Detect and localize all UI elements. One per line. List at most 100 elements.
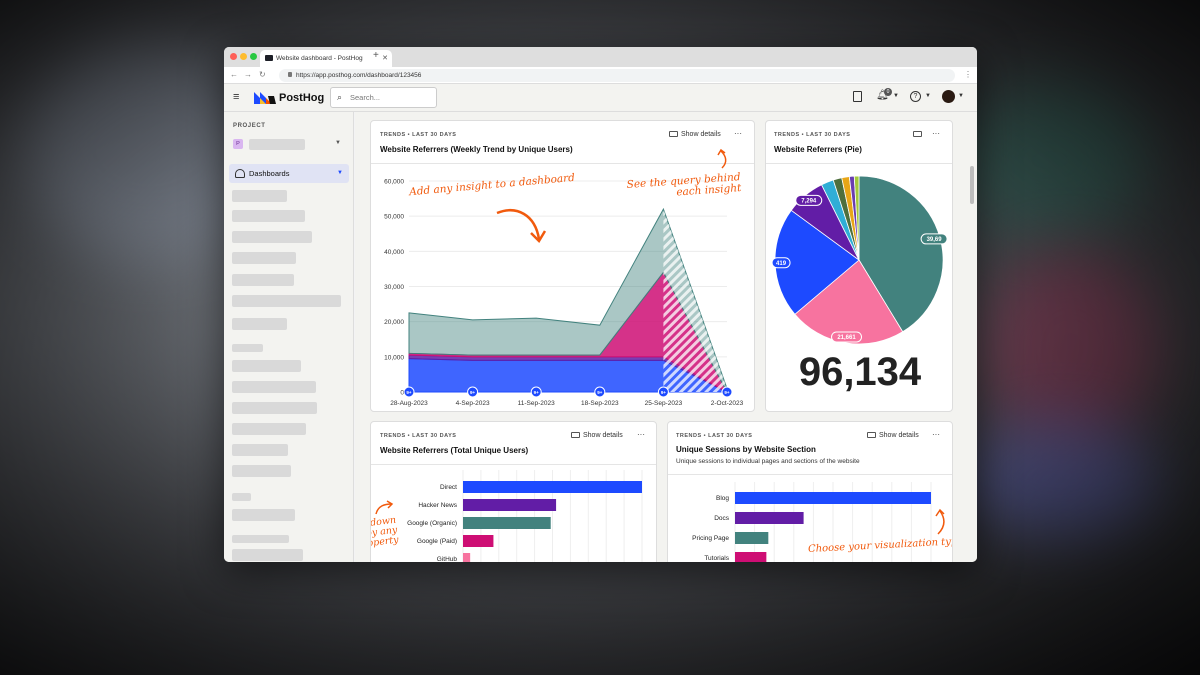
bar-category-label: Hacker News	[418, 502, 457, 509]
show-details-button[interactable]	[913, 131, 925, 138]
sidebar-item-placeholder[interactable]	[232, 509, 295, 521]
show-details-button[interactable]: Show details	[867, 432, 919, 439]
sidebar-item-placeholder[interactable]	[232, 549, 303, 561]
browser-menu-icon[interactable]: ⋮	[964, 70, 972, 79]
project-label: PROJECT	[233, 123, 266, 129]
close-window-dot[interactable]	[230, 53, 237, 60]
chevron-down-icon: ▼	[337, 170, 343, 176]
new-tab-icon[interactable]: +	[373, 50, 379, 61]
card-subtitle: Unique sessions to individual pages and …	[676, 458, 860, 465]
details-icon	[669, 131, 678, 137]
point-badge	[467, 386, 479, 398]
notebook-icon[interactable]	[853, 91, 862, 102]
curved-arrow-icon	[717, 148, 727, 169]
y-tick-label: 40,000	[384, 249, 404, 256]
x-tick-label: 28-Aug-2023	[390, 400, 428, 407]
sidebar-item-placeholder[interactable]	[232, 360, 301, 372]
project-name-placeholder[interactable]	[249, 139, 305, 150]
sidebar-item-placeholder[interactable]	[232, 231, 312, 243]
back-icon[interactable]: ←	[230, 70, 238, 79]
sidebar-item-placeholder[interactable]	[232, 318, 287, 330]
card-divider	[371, 464, 656, 465]
show-details-label: Show details	[879, 432, 919, 439]
sidebar-item-placeholder[interactable]	[232, 252, 296, 264]
sidebar-item-placeholder[interactable]	[232, 381, 316, 393]
chevron-down-icon[interactable]: ▼	[925, 93, 931, 99]
minimize-window-dot[interactable]	[240, 53, 247, 60]
card-title[interactable]: Website Referrers (Weekly Trend by Uniqu…	[380, 145, 573, 154]
maximize-window-dot[interactable]	[250, 53, 257, 60]
user-avatar[interactable]	[942, 90, 955, 103]
insight-card-pie: TRENDS • LAST 30 DAYS Website Referrers …	[765, 120, 953, 412]
y-tick-label: 0	[400, 390, 404, 397]
sidebar-section-placeholder	[232, 493, 251, 501]
card-title[interactable]: Unique Sessions by Website Section	[676, 445, 816, 454]
card-kicker: TRENDS • LAST 30 DAYS	[676, 433, 753, 439]
sidebar-item-placeholder[interactable]	[232, 210, 305, 222]
sidebar-item-dashboards[interactable]: Dashboards ▼	[229, 164, 349, 183]
brand-name: PostHog	[279, 92, 325, 104]
point-badge-label: 9+	[406, 390, 412, 395]
sidebar-item-placeholder[interactable]	[232, 465, 291, 477]
bar	[735, 492, 931, 504]
sidebar-item-placeholder[interactable]	[232, 444, 288, 456]
chevron-down-icon[interactable]: ▼	[335, 140, 341, 146]
x-tick-label: 4-Sep-2023	[456, 400, 490, 407]
details-icon	[867, 432, 876, 438]
url-text: https://app.posthog.com/dashboard/123456	[296, 72, 422, 79]
card-divider	[668, 474, 952, 475]
insight-card-total-users: TRENDS • LAST 30 DAYS Website Referrers …	[370, 421, 657, 562]
point-badge	[657, 386, 669, 398]
pie-label-badge	[920, 233, 948, 245]
more-options-icon[interactable]: ···	[932, 129, 940, 138]
incomplete-period-hatch	[663, 209, 727, 392]
menu-collapse-icon[interactable]: ≡	[233, 91, 240, 103]
x-tick-label: 25-Sep-2023	[645, 400, 683, 407]
show-details-button[interactable]: Show details	[571, 432, 623, 439]
point-badge	[594, 386, 606, 398]
point-badge	[403, 386, 415, 398]
sidebar-item-placeholder[interactable]	[232, 190, 287, 202]
details-icon	[913, 131, 922, 137]
insight-card-weekly-trend: TRENDS • LAST 30 DAYS Website Referrers …	[370, 120, 755, 412]
browser-tab[interactable]: Website dashboard - PostHog ✕	[260, 50, 392, 67]
bar-category-label: GitHub	[437, 556, 458, 562]
x-tick-label: 2-Oct-2023	[711, 400, 744, 407]
sidebar-item-placeholder[interactable]	[232, 423, 306, 435]
more-options-icon[interactable]: ···	[637, 430, 645, 439]
y-tick-label: 30,000	[384, 284, 404, 291]
y-tick-label: 10,000	[384, 354, 404, 361]
help-icon[interactable]: ?	[910, 91, 921, 102]
sidebar-item-placeholder[interactable]	[232, 274, 294, 286]
chevron-down-icon[interactable]: ▼	[958, 93, 964, 99]
browser-window: Website dashboard - PostHog ✕ + ← → ↻ ht…	[224, 47, 977, 562]
point-badge-label: 9+	[724, 390, 730, 395]
more-options-icon[interactable]: ···	[734, 129, 742, 138]
show-details-label: Show details	[681, 131, 721, 138]
dashboard-gauge-icon	[235, 169, 245, 178]
x-tick-label: 18-Sep-2023	[581, 400, 619, 407]
sidebar-item-label: Dashboards	[249, 169, 290, 178]
address-bar: ← → ↻ https://app.posthog.com/dashboard/…	[224, 67, 977, 84]
sidebar-section-placeholder	[232, 344, 263, 352]
card-title[interactable]: Website Referrers (Total Unique Users)	[380, 446, 529, 455]
close-tab-icon[interactable]: ✕	[382, 55, 388, 62]
more-options-icon[interactable]: ···	[932, 430, 940, 439]
bar-category-label: Direct	[440, 484, 457, 491]
sessions-bar-chart: Blog Docs Pricing Page Tutorials	[692, 482, 932, 562]
url-field[interactable]: https://app.posthog.com/dashboard/123456	[279, 69, 955, 82]
bar-category-label: Tutorials	[704, 555, 729, 562]
reload-icon[interactable]: ↻	[259, 70, 266, 79]
notifications-bell-icon[interactable]: 🔔︎	[876, 90, 889, 101]
bar-category-label: Docs	[714, 515, 730, 522]
card-title[interactable]: Website Referrers (Pie)	[774, 145, 862, 154]
show-details-button[interactable]: Show details	[669, 131, 721, 138]
forward-icon[interactable]: →	[244, 70, 252, 79]
card-kicker: TRENDS • LAST 30 DAYS	[380, 132, 457, 138]
chevron-down-icon[interactable]: ▼	[893, 93, 899, 99]
point-badge	[721, 386, 733, 398]
scrollbar-thumb[interactable]	[970, 166, 974, 204]
sidebar-item-placeholder[interactable]	[232, 402, 317, 414]
search-input[interactable]: ⌕ Search...	[330, 87, 437, 108]
sidebar-item-placeholder[interactable]	[232, 295, 341, 307]
